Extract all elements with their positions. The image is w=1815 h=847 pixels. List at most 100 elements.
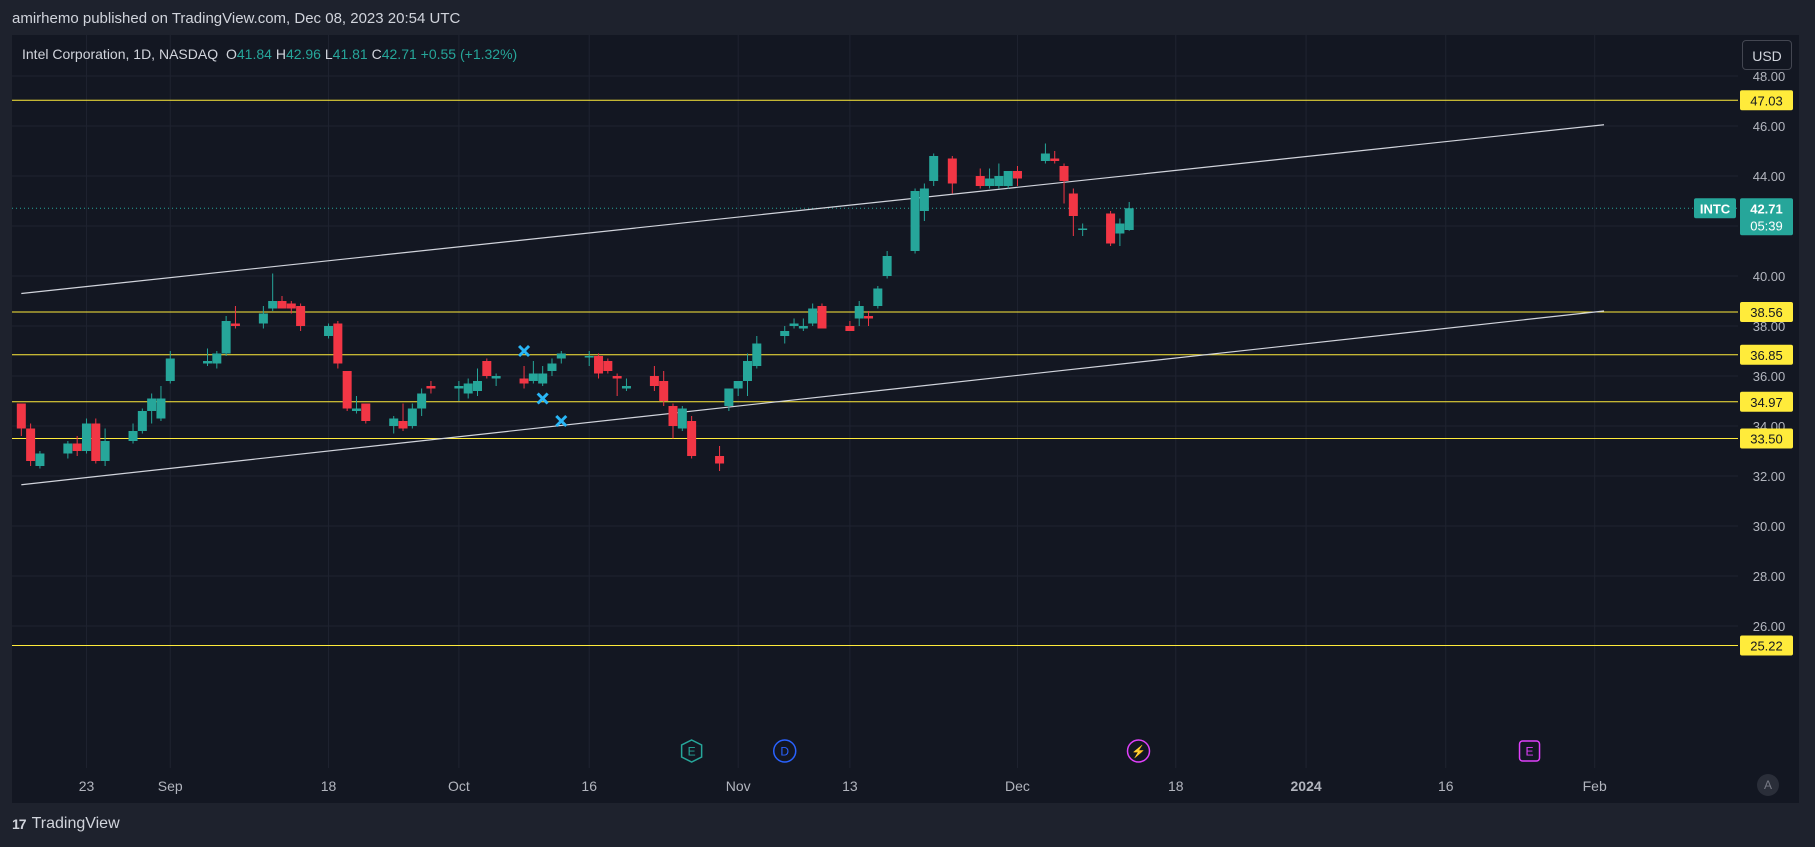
candle[interactable] — [603, 358, 613, 374]
candle[interactable] — [1106, 211, 1116, 246]
candle[interactable] — [556, 351, 566, 364]
candle[interactable] — [1124, 202, 1134, 231]
candle[interactable] — [659, 371, 669, 406]
candle[interactable] — [128, 423, 138, 444]
candle[interactable] — [789, 318, 799, 329]
candle[interactable] — [137, 408, 147, 434]
candle[interactable] — [277, 296, 287, 309]
candle[interactable] — [1050, 151, 1060, 164]
candle[interactable] — [417, 388, 427, 417]
candle[interactable] — [733, 381, 743, 396]
currency-button[interactable]: USD — [1742, 40, 1792, 70]
candle-body — [1115, 223, 1125, 234]
candle[interactable] — [16, 403, 26, 437]
candle[interactable] — [994, 163, 1004, 189]
candle[interactable] — [985, 168, 995, 189]
candle[interactable] — [286, 301, 296, 314]
candle[interactable] — [1078, 223, 1088, 237]
candle[interactable] — [100, 428, 110, 467]
candle[interactable] — [258, 306, 268, 329]
published-info: amirhemo published on TradingView.com, D… — [12, 10, 461, 27]
candle[interactable] — [454, 381, 464, 401]
level-price-badge — [1740, 428, 1793, 449]
candle[interactable] — [882, 251, 892, 279]
candle[interactable] — [26, 423, 36, 467]
candle[interactable] — [1003, 171, 1013, 189]
candle[interactable] — [1059, 163, 1069, 204]
trendline[interactable] — [21, 124, 1605, 295]
tradingview-brand[interactable]: 17 TradingView — [12, 815, 120, 833]
candle[interactable] — [147, 393, 157, 424]
candle[interactable] — [203, 348, 213, 367]
earnings-event-icon[interactable]: E — [1518, 740, 1541, 762]
candle[interactable] — [333, 321, 343, 369]
candle[interactable] — [715, 446, 725, 471]
candle[interactable] — [296, 303, 306, 332]
candle[interactable] — [63, 441, 73, 459]
candle[interactable] — [221, 316, 231, 356]
candle[interactable] — [351, 396, 361, 414]
candle[interactable] — [677, 406, 687, 431]
candle[interactable] — [1068, 188, 1078, 237]
candle[interactable] — [724, 388, 734, 412]
candle[interactable] — [845, 321, 855, 331]
candle[interactable] — [687, 416, 697, 459]
candle[interactable] — [407, 403, 417, 429]
split-event-icon[interactable]: ⚡ — [1126, 739, 1151, 763]
earnings-event-icon[interactable]: E — [680, 739, 703, 763]
candle[interactable] — [528, 361, 538, 384]
candle[interactable] — [864, 311, 874, 326]
candle[interactable] — [268, 273, 278, 312]
candle[interactable] — [426, 381, 436, 394]
candle[interactable] — [668, 403, 678, 439]
candle[interactable] — [156, 386, 166, 421]
candle[interactable] — [649, 366, 659, 391]
dividend-event-icon[interactable]: D — [772, 739, 797, 763]
candle[interactable] — [798, 318, 808, 332]
candle[interactable] — [947, 156, 957, 194]
candle[interactable] — [538, 366, 548, 386]
candle[interactable] — [742, 353, 752, 397]
candle[interactable] — [519, 366, 529, 389]
trendline[interactable] — [21, 310, 1605, 486]
candle[interactable] — [1115, 218, 1125, 247]
candle[interactable] — [547, 358, 557, 377]
candle[interactable] — [342, 371, 352, 411]
candle[interactable] — [1040, 143, 1050, 164]
candle-body — [268, 301, 278, 309]
candle[interactable] — [389, 416, 399, 434]
candle[interactable] — [482, 358, 492, 379]
candle[interactable] — [398, 403, 408, 432]
candle[interactable] — [72, 436, 82, 456]
candle[interactable] — [910, 188, 920, 254]
candle[interactable] — [212, 351, 222, 369]
candle[interactable] — [752, 336, 762, 369]
candle[interactable] — [808, 303, 818, 327]
candle[interactable] — [463, 378, 473, 399]
candle[interactable] — [473, 368, 482, 397]
candle[interactable] — [1012, 166, 1022, 186]
candle[interactable] — [35, 451, 45, 469]
candle[interactable] — [491, 373, 501, 387]
candle[interactable] — [929, 153, 939, 187]
time-tick-label: Dec — [1005, 778, 1030, 794]
candle[interactable] — [780, 326, 790, 344]
candle[interactable] — [873, 286, 883, 309]
candle[interactable] — [817, 303, 827, 329]
candle[interactable] — [91, 418, 101, 464]
candle[interactable] — [324, 323, 334, 339]
candle[interactable] — [230, 306, 240, 329]
candle[interactable] — [621, 378, 631, 392]
candle[interactable] — [361, 403, 371, 424]
candle[interactable] — [919, 183, 929, 222]
auto-scale-button[interactable]: A — [1757, 774, 1779, 796]
candle[interactable] — [854, 301, 864, 326]
candle[interactable] — [975, 168, 985, 189]
chart-pane[interactable] — [12, 35, 1799, 803]
candle[interactable] — [165, 351, 175, 384]
candle[interactable] — [584, 351, 594, 366]
candle[interactable] — [594, 353, 604, 379]
candle[interactable] — [81, 418, 91, 454]
candle[interactable] — [612, 373, 622, 397]
